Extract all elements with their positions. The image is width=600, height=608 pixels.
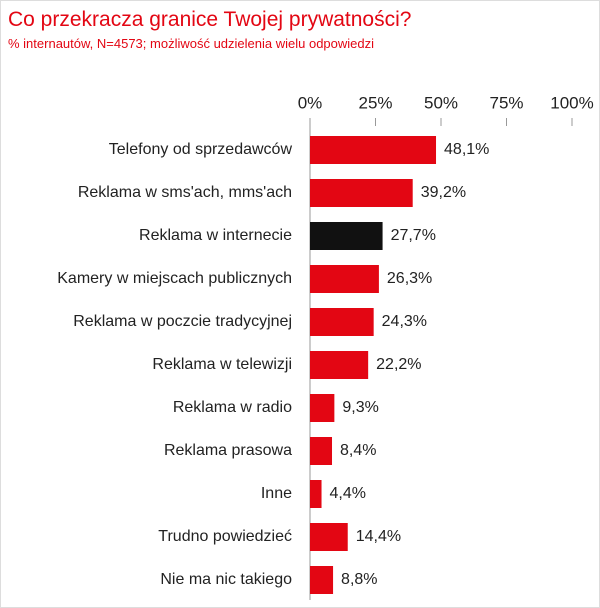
value-label: 26,3% — [387, 270, 432, 287]
category-label: Reklama w sms'ach, mms'ach — [78, 184, 292, 201]
category-label: Reklama prasowa — [164, 442, 292, 459]
category-label: Trudno powiedzieć — [158, 528, 292, 545]
bar — [310, 351, 369, 379]
value-label: 8,4% — [340, 442, 376, 459]
bar — [310, 523, 348, 551]
value-label: 24,3% — [382, 313, 427, 330]
bar — [310, 136, 437, 164]
value-label: 48,1% — [444, 141, 489, 158]
x-tick-label: 0% — [298, 93, 323, 112]
category-label: Inne — [261, 485, 292, 502]
x-tick-label: 75% — [489, 93, 523, 112]
category-label: Reklama w internecie — [139, 227, 292, 244]
category-label: Nie ma nic takiego — [160, 571, 292, 588]
bar — [310, 308, 374, 336]
category-label: Reklama w poczcie tradycyjnej — [73, 313, 292, 330]
value-label: 39,2% — [421, 184, 466, 201]
x-tick-label: 50% — [424, 93, 458, 112]
category-label: Reklama w telewizji — [152, 356, 292, 373]
chart-subtitle: % internautów, N=4573; możliwość udziele… — [8, 36, 374, 51]
x-tick-label: 100% — [550, 93, 593, 112]
bar — [310, 179, 413, 207]
category-label: Telefony od sprzedawców — [109, 141, 293, 158]
chart-title: Co przekracza granice Twojej prywatności… — [8, 8, 411, 31]
bar — [310, 222, 383, 250]
category-label: Reklama w radio — [173, 399, 292, 416]
value-label: 22,2% — [376, 356, 421, 373]
value-label: 8,8% — [341, 571, 377, 588]
bar — [310, 480, 322, 508]
bar — [310, 265, 379, 293]
bar — [310, 566, 334, 594]
value-label: 9,3% — [342, 399, 378, 416]
value-label: 27,7% — [391, 227, 436, 244]
bar — [310, 437, 333, 465]
value-label: 4,4% — [330, 485, 366, 502]
bar — [310, 394, 335, 422]
value-label: 14,4% — [356, 528, 401, 545]
x-tick-label: 25% — [358, 93, 392, 112]
category-label: Kamery w miejscach publicznych — [57, 270, 292, 287]
